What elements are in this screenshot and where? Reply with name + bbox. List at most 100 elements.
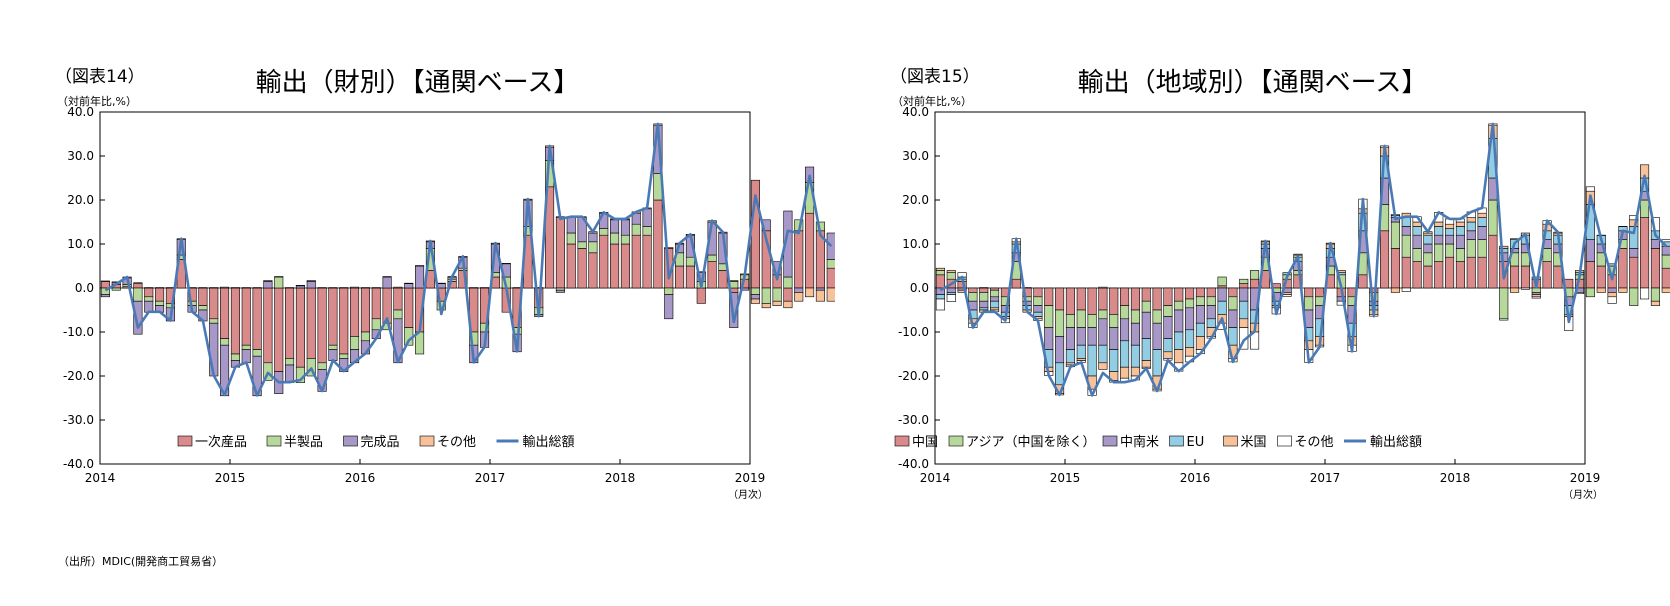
legend-swatch <box>1277 435 1292 447</box>
bar-segment <box>610 219 620 234</box>
bar-segment <box>1239 278 1249 284</box>
bar-segment <box>1315 296 1325 306</box>
legend-item: その他 <box>419 435 476 450</box>
bar-segment <box>1596 265 1606 289</box>
bar-segment <box>198 305 208 311</box>
bar-segment <box>1217 285 1227 289</box>
bar-segment <box>1618 287 1628 293</box>
legend-label: その他 <box>437 435 476 450</box>
bar-segment <box>642 208 652 227</box>
bar-segment <box>555 287 565 291</box>
bar-segment <box>1239 283 1249 289</box>
bar-segment <box>209 322 219 377</box>
bar-segment <box>1401 287 1411 292</box>
bar-segment <box>360 331 370 342</box>
bar-segment <box>946 270 956 273</box>
bar-segment <box>761 303 771 309</box>
figure-number: （図表15） <box>890 67 980 87</box>
legend-item: アジア（中国を除く） <box>948 435 1095 450</box>
bar-segment <box>339 353 349 359</box>
bar-segment <box>144 296 154 302</box>
bar-segment <box>815 289 825 302</box>
bar-segment <box>1120 287 1130 306</box>
bar-segment <box>1228 296 1238 311</box>
bar-segment <box>1163 338 1173 353</box>
bar-segment <box>274 276 284 289</box>
legend-label: 輸出総額 <box>523 435 575 450</box>
bar-segment <box>826 287 835 302</box>
x-unit-label: （月次） <box>1563 488 1603 501</box>
bar-segment <box>1282 292 1292 295</box>
bar-segment <box>1650 300 1660 306</box>
bar-segment <box>620 234 630 245</box>
y-unit-label: （対前年比,%） <box>892 95 972 108</box>
chart-panel-right: （図表15） 輸出（地域別）【通関ベース】 （対前年比,%） 40.0 30.0 2… <box>835 0 1670 560</box>
bar-segment <box>1087 314 1097 328</box>
bar-segment <box>685 256 695 267</box>
bar-segment <box>241 344 251 350</box>
bar-segment <box>707 261 717 289</box>
bar-segment <box>1185 287 1195 300</box>
x-tick-label: 2016 <box>1180 471 1211 485</box>
bar-segment <box>1109 287 1119 315</box>
bar-segment <box>220 286 230 289</box>
bar-segment <box>990 307 1000 311</box>
bar-segment <box>1455 261 1465 289</box>
bar-segment <box>935 298 945 311</box>
y-tick-label: 40.0 <box>67 105 94 119</box>
bar-segment <box>1585 287 1595 298</box>
source-note: （出所）MDIC(開発商工貿易省） <box>58 555 224 568</box>
bar-segment <box>1163 287 1173 306</box>
bar-segment <box>133 300 143 335</box>
bar-segment <box>1499 245 1509 249</box>
bar-segment <box>1141 360 1151 368</box>
bar-segment <box>1087 287 1097 315</box>
x-tick-label: 2017 <box>1310 471 1341 485</box>
bar-segment <box>1380 230 1390 289</box>
bar-segment <box>404 283 414 289</box>
bar-segment <box>306 281 316 289</box>
bar-segment <box>990 287 1000 291</box>
bar-segment <box>1455 248 1465 262</box>
bar-segment <box>133 287 143 302</box>
bar-segment <box>1076 358 1086 361</box>
bar-segment <box>1250 270 1260 280</box>
bar-segment <box>241 287 251 346</box>
bar-segment <box>1434 243 1444 262</box>
x-tick-label: 2014 <box>920 471 951 485</box>
bar-segment <box>1065 327 1075 350</box>
bar-segment <box>1065 349 1075 364</box>
bar-segment <box>1445 234 1455 245</box>
legend-item: 米国 <box>1223 435 1267 450</box>
bar-segment <box>111 287 121 291</box>
bar-segment <box>295 285 305 289</box>
bar-segment <box>1466 221 1476 232</box>
bar-segment <box>1650 287 1660 302</box>
bar-segment <box>1434 234 1444 245</box>
bar-segment <box>1109 314 1119 328</box>
bar-segment <box>1195 322 1205 337</box>
bar-segment <box>1239 300 1249 320</box>
bar-segment <box>230 287 240 355</box>
bar-segment <box>1650 239 1660 249</box>
bar-segment <box>707 254 717 262</box>
bar-segment <box>1130 309 1140 324</box>
bar-segment <box>1445 256 1455 289</box>
bar-segment <box>1076 309 1086 328</box>
bar-segment <box>610 243 620 289</box>
bar-segment <box>263 280 273 282</box>
bar-segment <box>1531 276 1541 280</box>
bar-segment <box>1033 305 1043 313</box>
bar-segment <box>1282 294 1292 297</box>
bar-segment <box>1065 287 1075 315</box>
bar-segment <box>1033 287 1043 298</box>
bars-group <box>100 123 835 397</box>
legend-label: アジア（中国を除く） <box>966 435 1095 450</box>
bar-segment <box>306 287 316 359</box>
bar-segment <box>1412 234 1422 249</box>
bar-segment <box>1629 287 1639 306</box>
bar-segment <box>1195 287 1205 298</box>
legend-swatch <box>948 435 964 447</box>
bar-segment <box>685 265 695 289</box>
bar-segment <box>252 287 262 350</box>
